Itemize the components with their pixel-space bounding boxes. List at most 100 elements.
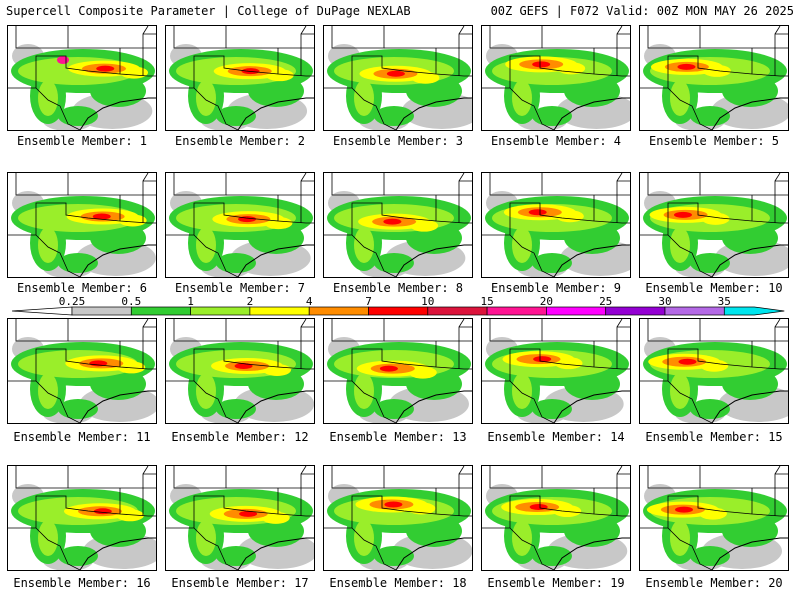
- state-boundary-line: [395, 390, 472, 423]
- ensemble-member-caption: Ensemble Member: 4: [477, 134, 635, 148]
- colorbar-swatch: [723, 306, 785, 316]
- caption-prefix: Ensemble Member:: [490, 134, 614, 148]
- scp-contour-fill: [528, 209, 547, 216]
- member-number: 16: [136, 576, 151, 590]
- colorbar-tick-label: 20: [540, 296, 553, 308]
- state-boundary-line: [711, 244, 788, 277]
- caption-prefix: Ensemble Member:: [332, 134, 456, 148]
- scp-contour-fill: [354, 227, 374, 263]
- ensemble-member-caption: Ensemble Member: 17: [161, 576, 319, 590]
- member-number: 8: [455, 281, 464, 295]
- state-boundary-line: [300, 319, 307, 328]
- member-number: 20: [768, 576, 783, 590]
- state-boundary-line: [553, 97, 630, 130]
- scp-contour-fill: [38, 520, 58, 556]
- ensemble-member-map: [165, 465, 315, 571]
- state-boundary-line: [667, 527, 713, 570]
- ensemble-member-caption: Ensemble Member: 2: [161, 134, 319, 148]
- state-boundary-line: [79, 244, 156, 277]
- state-boundary-line: [166, 55, 314, 89]
- colorbar-swatch: [486, 306, 547, 316]
- state-boundary-line: [458, 173, 465, 182]
- caption-prefix: Ensemble Member:: [645, 430, 769, 444]
- member-number: 1: [139, 134, 148, 148]
- ensemble-member-map: [165, 318, 315, 424]
- scp-contour-fill: [58, 546, 98, 566]
- scp-contour-fill: [38, 80, 58, 116]
- state-boundary-line: [237, 97, 314, 130]
- scp-contour-fill: [407, 502, 436, 515]
- scp-contour-fill: [384, 501, 403, 508]
- ensemble-member-map: [165, 172, 315, 278]
- ensemble-member-caption: Ensemble Member: 5: [635, 134, 793, 148]
- state-boundary-line: [142, 319, 149, 328]
- state-boundary-line: [553, 390, 630, 423]
- state-boundary-line: [35, 87, 81, 130]
- colorbar-swatch: [308, 306, 369, 316]
- scp-contour-fill: [532, 546, 572, 566]
- state-boundary-line: [142, 466, 149, 475]
- state-boundary-line: [640, 495, 788, 529]
- ensemble-member-caption: Ensemble Member: 13: [319, 430, 477, 444]
- state-boundary-line: [458, 466, 465, 475]
- colorbar-tick-label: 0.25: [59, 296, 86, 308]
- state-boundary-line: [774, 319, 781, 328]
- ensemble-member-map: [481, 318, 631, 424]
- ensemble-member-caption: Ensemble Member: 8: [319, 281, 477, 295]
- state-boundary-line: [324, 55, 472, 89]
- color-scale-legend: 0.25 0.5 1 2 4 7 10 15 20 25 30 35: [12, 296, 785, 316]
- caption-prefix: Ensemble Member:: [171, 576, 295, 590]
- scp-contour-fill: [410, 219, 439, 232]
- state-boundary-line: [331, 319, 385, 342]
- scp-contour-fill: [690, 546, 730, 566]
- scp-contour-fill: [93, 508, 112, 515]
- caption-prefix: Ensemble Member:: [645, 281, 769, 295]
- ensemble-member-caption: Ensemble Member: 20: [635, 576, 793, 590]
- colorbar-tick-label: 2: [247, 296, 254, 308]
- state-boundary-line: [173, 319, 227, 342]
- state-boundary-line: [616, 173, 623, 182]
- colorbar-swatch: [249, 306, 310, 316]
- ensemble-member-caption: Ensemble Member: 15: [635, 430, 793, 444]
- state-boundary-line: [489, 319, 543, 342]
- member-number: 19: [610, 576, 625, 590]
- state-boundary-line: [351, 527, 397, 570]
- scp-contour-fill: [96, 65, 115, 72]
- state-boundary-line: [774, 26, 781, 35]
- scp-contour-fill: [265, 69, 294, 82]
- state-boundary-line: [331, 26, 385, 49]
- member-number: 10: [768, 281, 783, 295]
- scp-contour-fill: [512, 80, 532, 116]
- state-boundary-line: [300, 26, 307, 35]
- colorbar-tick-label: 7: [365, 296, 372, 308]
- state-boundary-line: [647, 319, 701, 342]
- member-number: 5: [771, 134, 780, 148]
- scp-contour-fill: [512, 520, 532, 556]
- scp-contour-fill: [690, 399, 730, 419]
- colorbar-swatch: [546, 306, 607, 316]
- ensemble-member-caption: Ensemble Member: 11: [3, 430, 161, 444]
- ensemble-member-map: [639, 318, 789, 424]
- caption-prefix: Ensemble Member:: [16, 134, 140, 148]
- ensemble-member-map: [323, 318, 473, 424]
- colorbar-tick-label: 25: [599, 296, 612, 308]
- state-boundary-line: [711, 390, 788, 423]
- state-boundary-line: [142, 26, 149, 35]
- scp-contour-fill: [58, 253, 98, 273]
- scp-contour-fill: [670, 373, 690, 409]
- member-number: 9: [613, 281, 622, 295]
- scp-contour-fill: [216, 106, 256, 126]
- state-boundary-line: [509, 527, 555, 570]
- state-boundary-line: [774, 466, 781, 475]
- state-boundary-line: [482, 495, 630, 529]
- state-boundary-line: [15, 26, 69, 49]
- colorbar-swatch: [605, 306, 666, 316]
- state-boundary-line: [647, 173, 701, 196]
- colorbar-swatch: [664, 306, 725, 316]
- state-boundary-line: [79, 97, 156, 130]
- state-boundary-line: [79, 390, 156, 423]
- state-boundary-line: [774, 173, 781, 182]
- state-boundary-line: [395, 97, 472, 130]
- caption-prefix: Ensemble Member:: [174, 134, 298, 148]
- ensemble-member-map: [481, 25, 631, 131]
